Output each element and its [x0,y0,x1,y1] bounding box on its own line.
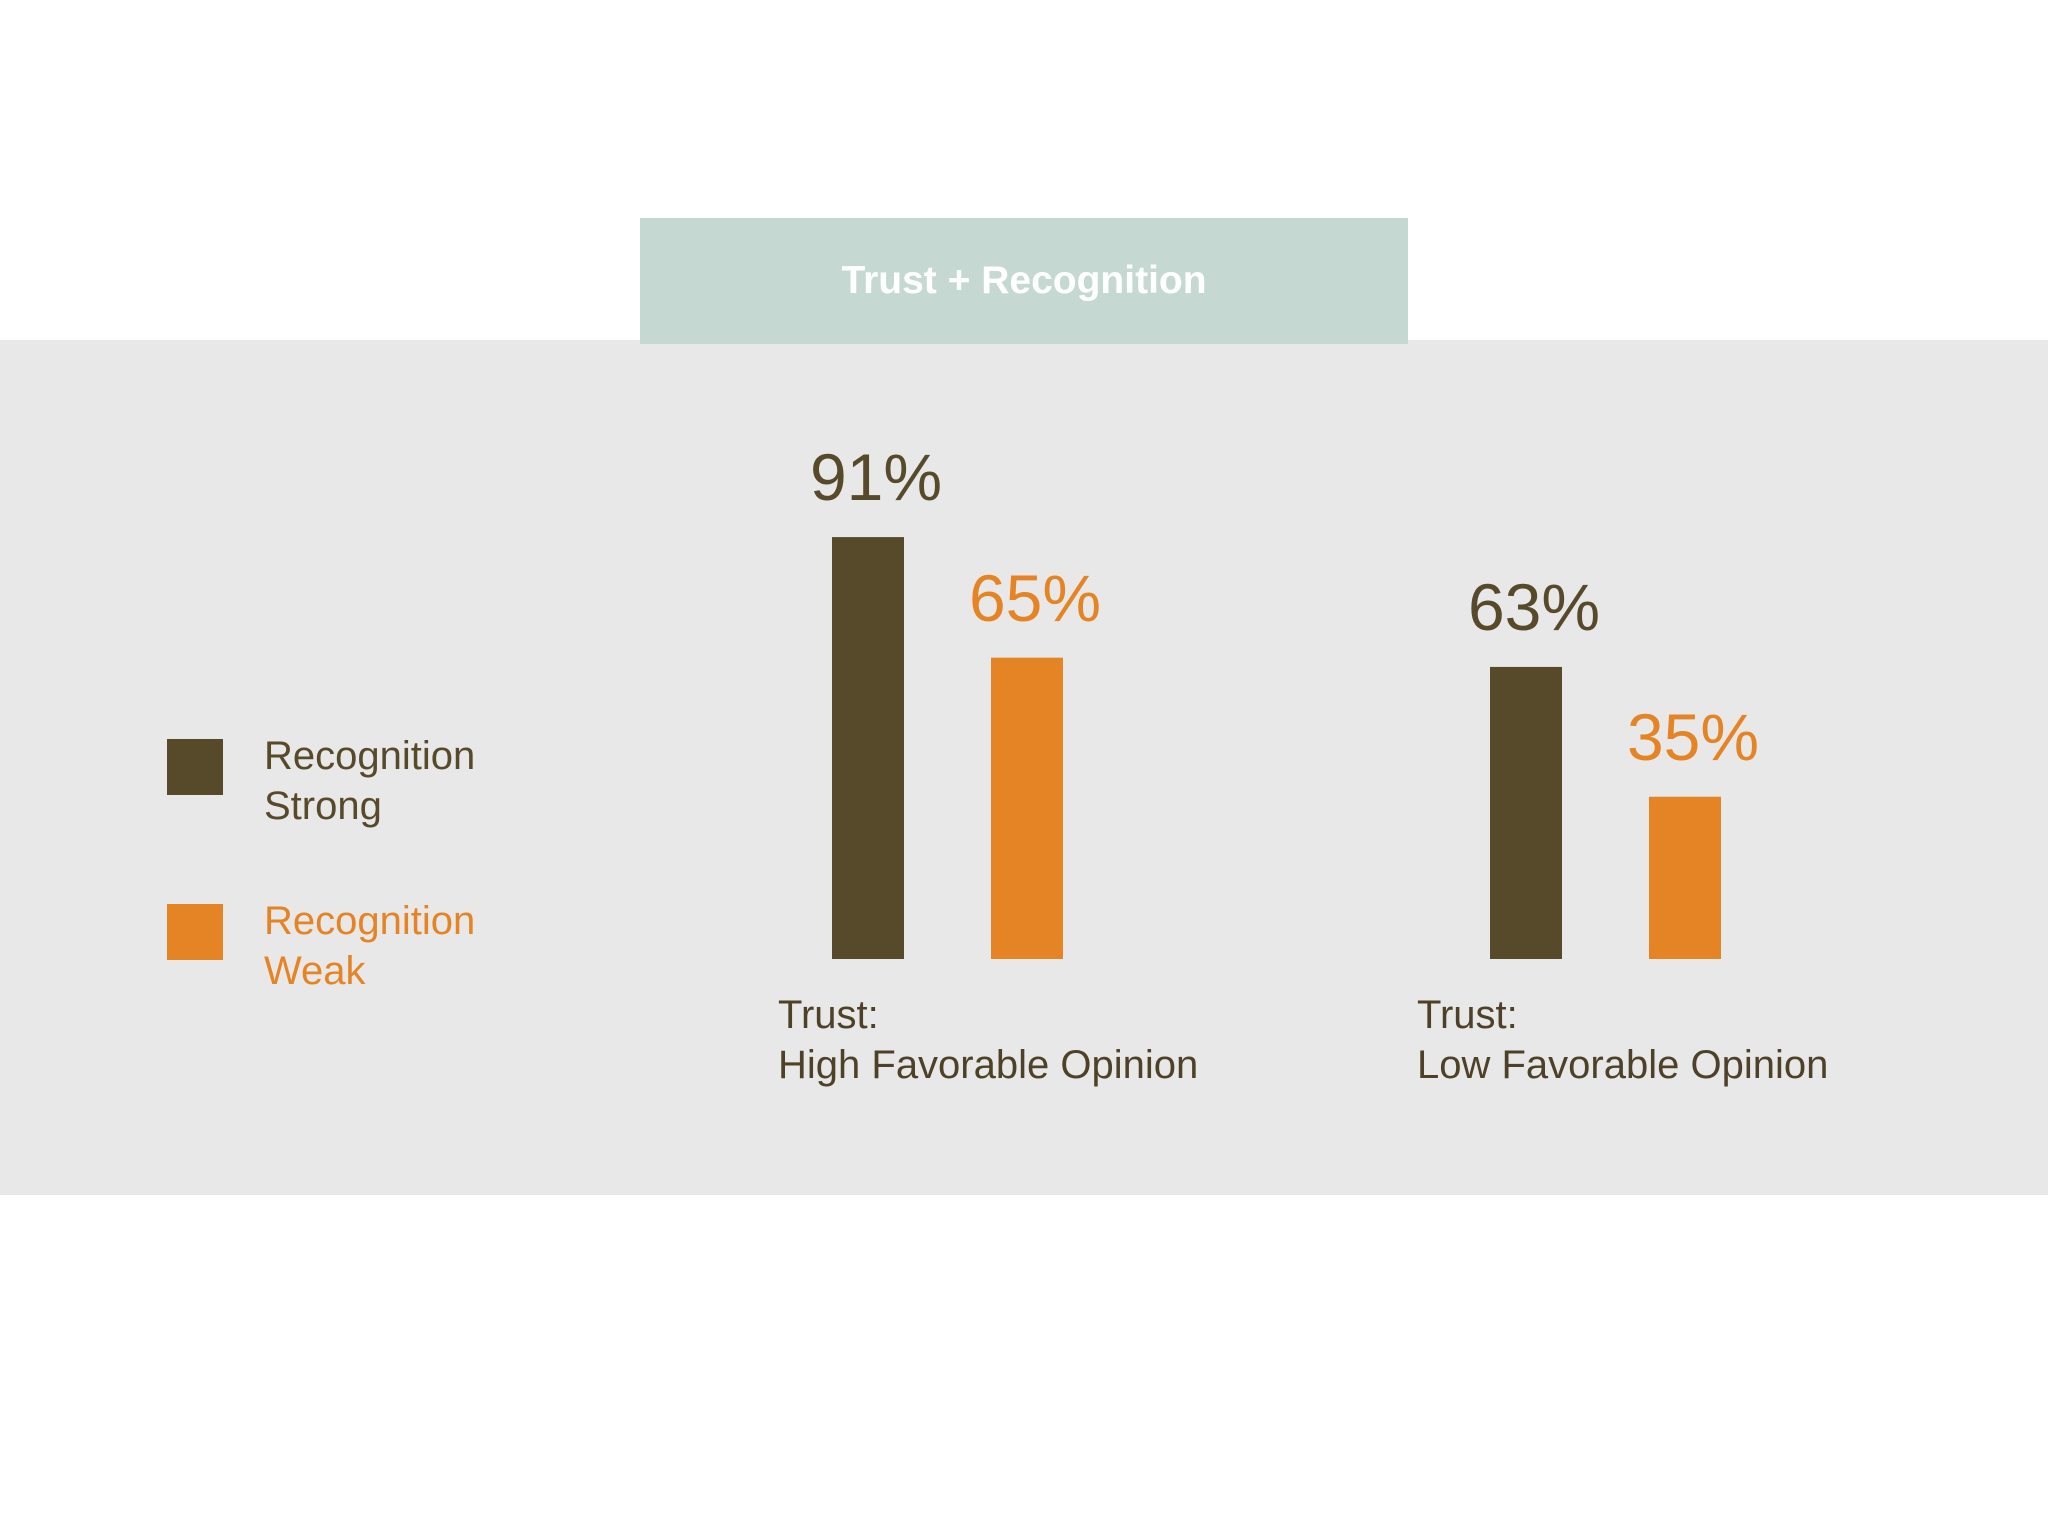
value-label: 65% [968,560,1102,635]
bar [832,537,904,959]
chart-title: Trust + Recognition [841,259,1207,302]
legend-label: Recognition Strong [264,734,476,828]
bar [991,657,1063,959]
legend-label: Recognition Weak [264,899,476,993]
x-tick-label: Trust: High Favorable Opinion [778,993,1199,1087]
bar [1490,666,1562,959]
value-label: 63% [1467,569,1601,644]
bar [1649,796,1721,959]
legend-swatch [167,904,223,960]
value-label: 35% [1626,699,1760,774]
title-box: Trust + Recognition [640,218,1408,344]
x-tick-label: Trust: Low Favorable Opinion [1417,993,1829,1087]
value-label: 91% [809,440,943,515]
legend-swatch [167,739,223,795]
